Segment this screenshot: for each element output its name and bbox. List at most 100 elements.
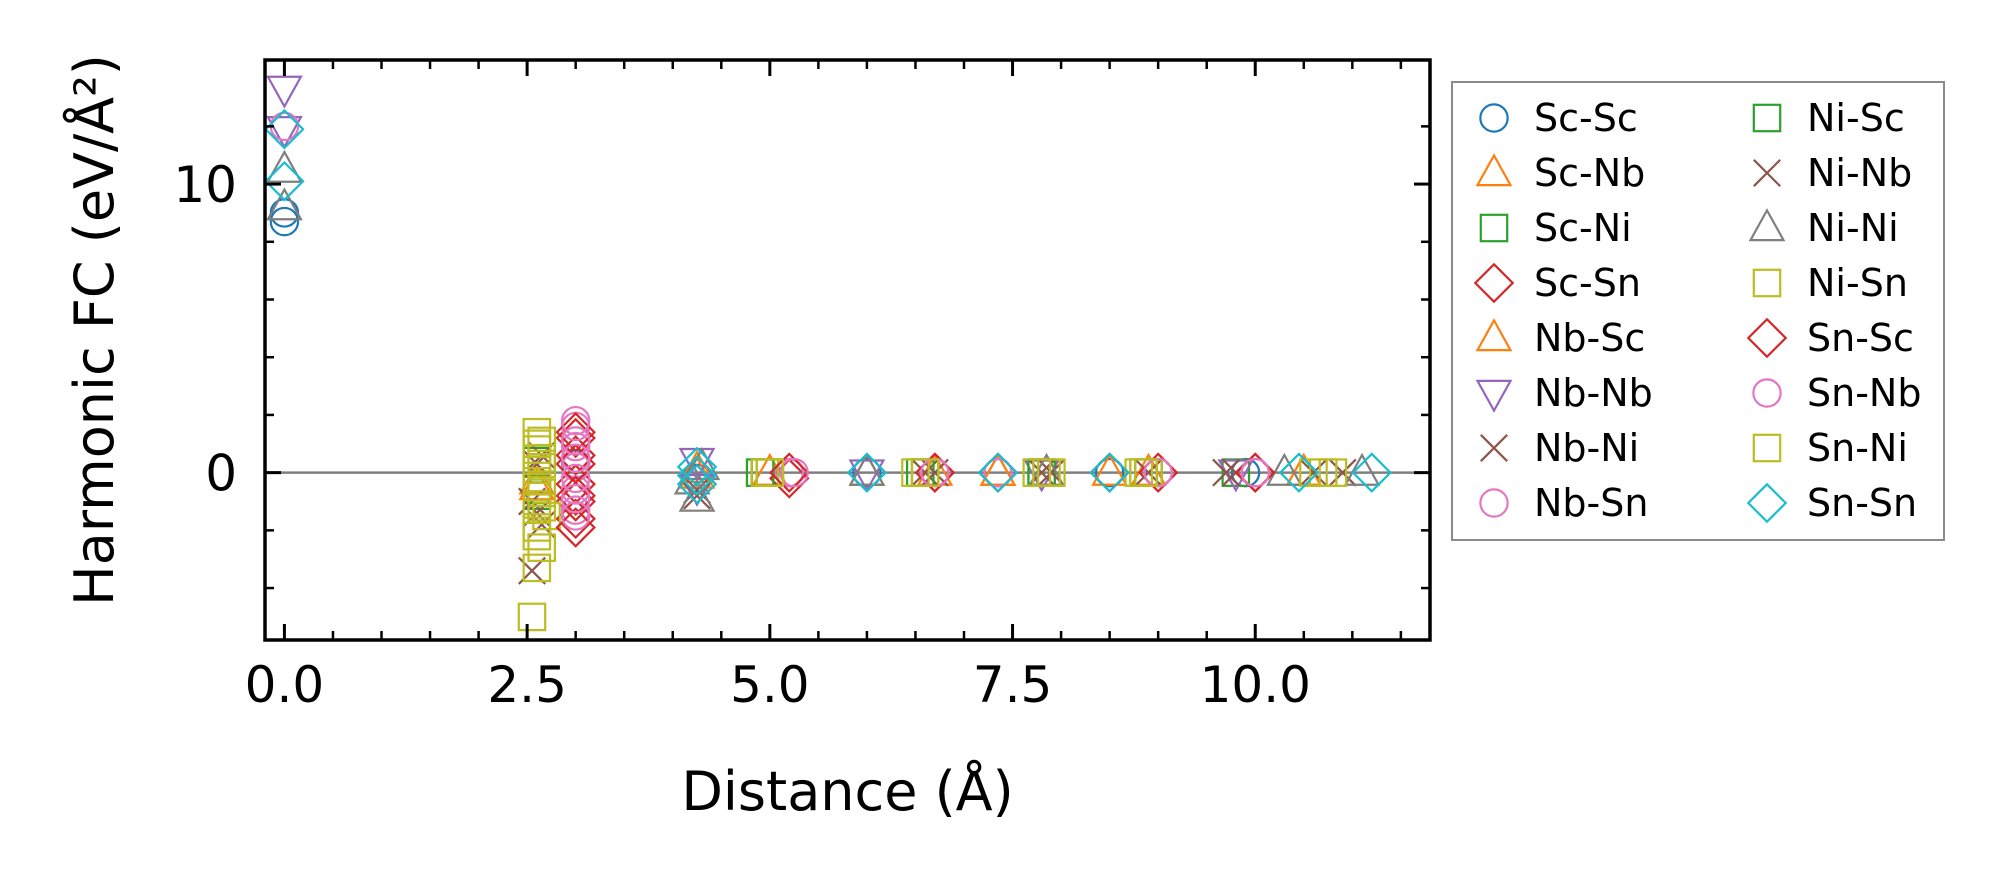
data-point [522, 521, 552, 551]
plot-area [265, 75, 1430, 632]
data-point [527, 426, 556, 456]
data-point [560, 426, 591, 456]
legend-label: Sc-Ni [1534, 206, 1632, 250]
legend-label: Nb-Nb [1534, 371, 1653, 415]
data-point [1328, 458, 1357, 487]
data-point [560, 452, 591, 482]
data-point [560, 443, 591, 473]
legend-marker [1479, 213, 1509, 243]
data-point [1299, 458, 1328, 487]
legend-item: Nb-Nb [1475, 371, 1653, 415]
data-point [266, 75, 303, 109]
data-point [522, 490, 552, 519]
data-point [755, 458, 785, 487]
data-point [560, 463, 591, 494]
legend-item: Sc-Nb [1475, 151, 1645, 195]
data-point [1091, 452, 1128, 486]
legend-item: Ni-Sn [1752, 261, 1908, 305]
data-point [678, 473, 716, 507]
series-nb-nb [266, 75, 1255, 507]
legend-item: Sn-Sc [1746, 316, 1914, 360]
x-tick-label: 5.0 [730, 656, 810, 714]
data-point [779, 457, 809, 488]
data-point [1212, 458, 1241, 487]
series-ni-ni [266, 149, 1381, 512]
data-point [527, 492, 556, 522]
legend-label: Sn-Sn [1807, 481, 1917, 525]
data-point [1343, 452, 1381, 486]
data-point [676, 463, 718, 505]
plot-frame [263, 58, 1432, 642]
data-point [522, 429, 552, 459]
legend-box [1451, 81, 1945, 541]
legend-marker [1475, 153, 1513, 187]
data-point [527, 478, 556, 508]
data-point [527, 533, 556, 562]
data-point [768, 458, 810, 499]
legend-marker [1752, 103, 1782, 133]
data-point [848, 452, 886, 486]
legend-label: Ni-Sn [1807, 261, 1908, 305]
data-point [269, 206, 300, 237]
legend-label: Nb-Sn [1534, 481, 1648, 525]
series-sn-sn [265, 108, 1393, 505]
data-point [676, 455, 718, 496]
legend-item: Ni-Ni [1748, 206, 1899, 250]
data-point [266, 149, 303, 183]
x-tick-label: 7.5 [973, 656, 1053, 714]
legend-marker [1752, 433, 1782, 463]
legend-item: Ni-Nb [1753, 151, 1912, 195]
legend-label: Ni-Nb [1807, 151, 1912, 195]
data-point [1266, 452, 1303, 486]
legend-item: Ni-Sc [1752, 96, 1905, 140]
data-point [1308, 458, 1338, 487]
data-point [1351, 452, 1393, 493]
data-point [1089, 452, 1130, 493]
series-sc-sc [269, 198, 1261, 494]
legend-item: Sc-Sc [1479, 96, 1638, 140]
legend-marker [1753, 159, 1781, 187]
data-point [848, 459, 886, 493]
data-point [517, 602, 547, 632]
series-ni-sn [517, 417, 1348, 632]
data-point [676, 446, 718, 488]
series-sc-ni [522, 446, 1251, 511]
legend-item: Sn-Sn [1746, 481, 1917, 525]
data-point [1032, 458, 1061, 487]
data-point [265, 108, 305, 150]
x-axis-label: Distance (Å) [681, 759, 1013, 823]
legend-label: Sc-Nb [1534, 151, 1645, 195]
data-point [1240, 457, 1270, 488]
data-point [852, 457, 882, 488]
data-point [1278, 452, 1320, 493]
legend-marker [1475, 318, 1513, 352]
legend: Sc-Sc Sc-Nb Sc-Ni Sc-Sn Nb-Sc Nb-Nb Nb-Ni Nb-Sn… [1451, 81, 1945, 541]
y-axis-label: Harmonic FC (eV/Å²) [62, 54, 126, 606]
axes: 0.0 2.5 5.0 7.5 10.0 0 10 Distance (Å) Harmonic … [62, 54, 1432, 823]
legend-marker [1752, 268, 1782, 298]
data-point [560, 501, 591, 531]
x-tick-label: 10.0 [1200, 656, 1311, 714]
data-point [266, 187, 303, 221]
legend-marker [1746, 317, 1788, 359]
legend-item: Sc-Ni [1479, 206, 1632, 250]
data-point [983, 457, 1013, 488]
legend-marker [1748, 208, 1786, 242]
legend-marker [1479, 488, 1509, 518]
data-point [266, 116, 303, 150]
legend-label: Ni-Sc [1807, 96, 1905, 140]
data-point [768, 452, 810, 493]
legend-item: Sn-Nb [1752, 371, 1921, 415]
data-points [265, 75, 1393, 632]
legend-item: Nb-Sn [1479, 481, 1648, 525]
legend-item: Sn-Ni [1752, 426, 1908, 470]
legend-marker [1473, 262, 1515, 304]
data-point [560, 405, 591, 436]
legend-label: Nb-Sc [1534, 316, 1645, 360]
legend-label: Sn-Ni [1807, 426, 1908, 470]
legend-label: Sc-Sc [1534, 96, 1638, 140]
legend-marker [1752, 378, 1782, 408]
data-point [560, 495, 591, 525]
data-point [977, 452, 1019, 493]
y-tick-label: 10 [173, 156, 237, 214]
